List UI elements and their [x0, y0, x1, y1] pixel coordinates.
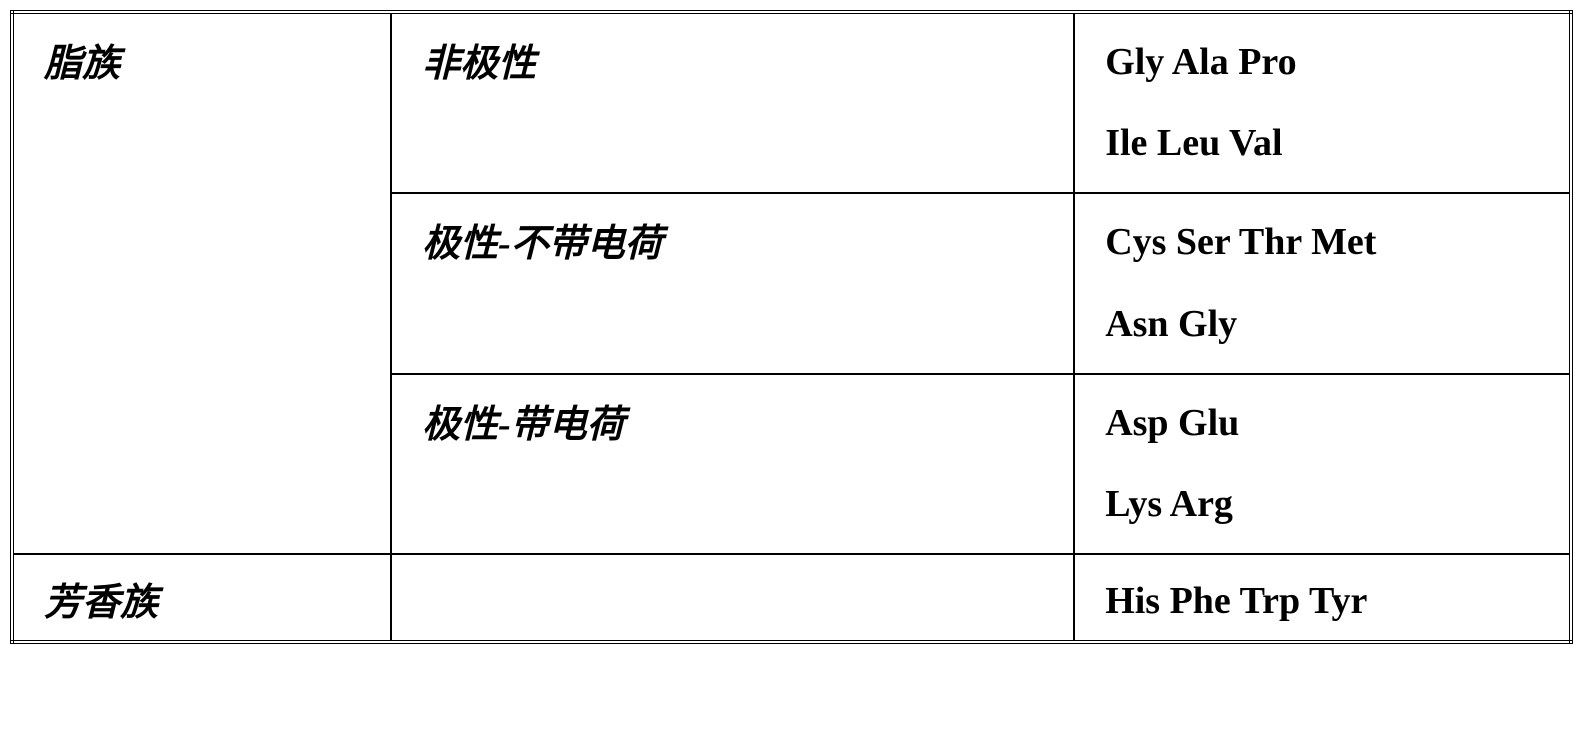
amino-acids-line: Cys Ser Thr Met: [1105, 216, 1539, 269]
amino-acids-cell: Asp Glu Lys Arg: [1074, 374, 1571, 554]
amino-acids-line: Gly Ala Pro: [1105, 36, 1539, 89]
polarity-cell: [391, 554, 1074, 642]
polarity-label: 极性-带电荷: [422, 404, 625, 446]
amino-acids-line: Asn Gly: [1105, 298, 1539, 351]
amino-acids-cell: His Phe Trp Tyr: [1074, 554, 1571, 642]
category-cell: 芳香族: [12, 554, 391, 642]
polarity-cell: 极性-带电荷: [391, 374, 1074, 554]
amino-acids-line: Ile Leu Val: [1105, 117, 1539, 170]
polarity-label: 极性-不带电荷: [422, 223, 663, 265]
amino-acid-table: 脂族 非极性 Gly Ala Pro Ile Leu Val 极性-不带电荷: [10, 10, 1573, 644]
category-cell: 脂族: [12, 12, 391, 554]
amino-acids-line: Lys Arg: [1105, 478, 1539, 531]
polarity-cell: 非极性: [391, 12, 1074, 193]
category-label: 芳香族: [44, 582, 158, 624]
amino-acids-cell: Gly Ala Pro Ile Leu Val: [1074, 12, 1571, 193]
table-row: 芳香族 His Phe Trp Tyr: [12, 554, 1571, 642]
polarity-label: 非极性: [422, 43, 536, 85]
polarity-cell: 极性-不带电荷: [391, 193, 1074, 373]
amino-acids-line: His Phe Trp Tyr: [1105, 580, 1367, 622]
category-label: 脂族: [44, 43, 120, 85]
amino-acids-line: Asp Glu: [1105, 397, 1539, 450]
amino-acids-cell: Cys Ser Thr Met Asn Gly: [1074, 193, 1571, 373]
table-row: 脂族 非极性 Gly Ala Pro Ile Leu Val: [12, 12, 1571, 193]
